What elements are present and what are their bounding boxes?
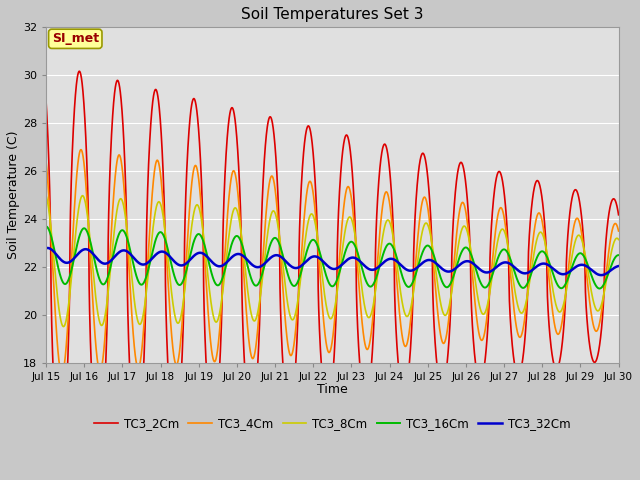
TC3_8Cm [165, 264, 173, 269]
TC3_16Cm [165, 250, 173, 256]
TC3_16Cm [398, 273, 406, 279]
TC3_4Cm [165, 295, 173, 301]
TC3_8Cm [202, 255, 210, 261]
TC3_16Cm [560, 283, 568, 289]
Title: Soil Temperatures Set 3: Soil Temperatures Set 3 [241, 7, 424, 22]
TC3_4Cm [77, 147, 85, 153]
TC3_16Cm [614, 252, 622, 258]
TC3_32Cm [202, 253, 210, 259]
TC3_4Cm [561, 302, 568, 308]
TC3_4Cm [42, 157, 50, 163]
Line: TC3_2Cm: TC3_2Cm [46, 71, 618, 454]
TC3_8Cm [42, 192, 50, 198]
TC3_32Cm [614, 263, 622, 269]
TC3_32Cm [597, 272, 605, 278]
TC3_32Cm [399, 264, 406, 269]
TC3_2Cm [399, 391, 406, 396]
TC3_8Cm [561, 299, 568, 304]
TC3_2Cm [202, 362, 210, 368]
TC3_4Cm [58, 371, 66, 377]
TC3_8Cm [399, 300, 406, 306]
Text: SI_met: SI_met [52, 32, 99, 45]
Y-axis label: Soil Temperature (C): Soil Temperature (C) [7, 131, 20, 259]
TC3_4Cm [388, 226, 396, 232]
TC3_16Cm [202, 247, 210, 253]
TC3_32Cm [44, 245, 51, 251]
X-axis label: Time: Time [317, 384, 348, 396]
TC3_4Cm [399, 335, 406, 341]
TC3_4Cm [202, 280, 210, 286]
Legend: TC3_2Cm, TC3_4Cm, TC3_8Cm, TC3_16Cm, TC3_32Cm: TC3_2Cm, TC3_4Cm, TC3_8Cm, TC3_16Cm, TC3… [90, 413, 575, 435]
TC3_16Cm [596, 286, 604, 291]
TC3_16Cm [388, 243, 396, 249]
TC3_8Cm [388, 229, 396, 235]
TC3_32Cm [42, 245, 50, 251]
TC3_2Cm [42, 97, 50, 103]
Line: TC3_16Cm: TC3_16Cm [46, 227, 618, 288]
TC3_8Cm [614, 236, 622, 242]
TC3_32Cm [388, 256, 396, 262]
TC3_8Cm [60, 324, 67, 329]
TC3_16Cm [42, 224, 50, 229]
TC3_2Cm [614, 212, 622, 218]
TC3_2Cm [76, 68, 83, 74]
TC3_2Cm [56, 451, 64, 457]
TC3_2Cm [561, 315, 568, 321]
Line: TC3_8Cm: TC3_8Cm [46, 195, 618, 326]
TC3_8Cm [614, 237, 622, 242]
TC3_2Cm [165, 384, 173, 389]
Line: TC3_32Cm: TC3_32Cm [46, 248, 618, 275]
TC3_16Cm [614, 252, 622, 258]
TC3_32Cm [165, 252, 173, 258]
TC3_32Cm [561, 271, 568, 277]
TC3_32Cm [614, 263, 622, 269]
TC3_4Cm [614, 228, 622, 234]
TC3_4Cm [614, 228, 622, 233]
TC3_2Cm [614, 211, 622, 216]
TC3_2Cm [388, 208, 396, 214]
Line: TC3_4Cm: TC3_4Cm [46, 150, 618, 374]
